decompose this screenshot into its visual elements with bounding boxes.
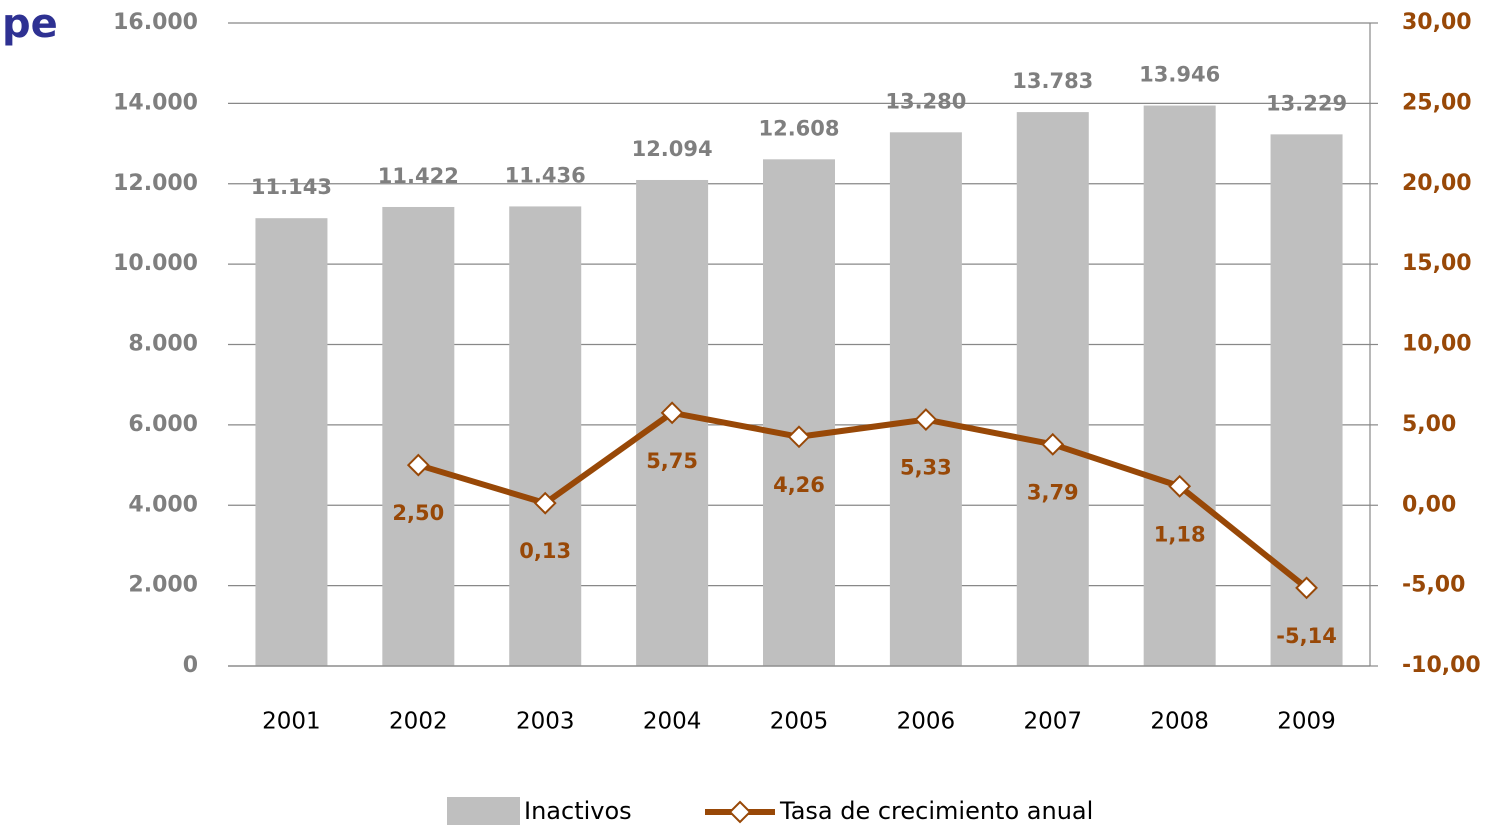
legend-marker <box>728 800 752 824</box>
chart-title: pe <box>2 1 58 47</box>
y-tick-label: 16.000 <box>113 10 198 35</box>
line-label: -5,14 <box>1276 624 1337 648</box>
legend-swatch <box>447 797 520 825</box>
bar-label: 13.280 <box>885 89 966 113</box>
line-label: 1,18 <box>1154 522 1206 546</box>
bar <box>1143 105 1216 667</box>
y2-tick-label: 20,00 <box>1402 171 1472 196</box>
line-label: 5,75 <box>646 449 698 473</box>
y-tick-label: 8.000 <box>128 332 198 357</box>
y2-tick-label: 25,00 <box>1402 90 1472 115</box>
x-tick-label: 2004 <box>643 709 702 735</box>
bar <box>889 132 962 666</box>
y2-tick-label: 10,00 <box>1402 332 1472 357</box>
bar-label: 11.143 <box>251 175 332 199</box>
line-label: 4,26 <box>773 473 825 497</box>
line-marker <box>406 453 430 477</box>
y-tick-label: 10.000 <box>113 251 198 276</box>
y-tick-label: 2.000 <box>128 573 198 598</box>
line-marker <box>1041 432 1065 456</box>
x-tick-label: 2007 <box>1024 709 1083 735</box>
bar <box>509 206 582 666</box>
y-tick-label: 0 <box>183 653 198 678</box>
bar <box>763 159 835 667</box>
x-tick-label: 2003 <box>516 709 575 735</box>
bar-label: 13.783 <box>1012 69 1093 93</box>
bar-label: 13.229 <box>1266 91 1347 115</box>
y2-tick-label: -10,00 <box>1402 653 1481 678</box>
y-tick-label: 4.000 <box>128 492 198 517</box>
line-label: 3,79 <box>1027 480 1079 504</box>
legend-label: Inactivos <box>524 797 632 825</box>
x-tick-label: 2005 <box>770 709 829 735</box>
y-tick-label: 14.000 <box>113 90 198 115</box>
x-tick-label: 2002 <box>389 709 448 735</box>
line-label: 2,50 <box>392 501 444 525</box>
y2-tick-label: 15,00 <box>1402 251 1472 276</box>
y2-tick-label: 0,00 <box>1402 492 1456 517</box>
x-tick-label: 2006 <box>897 709 956 735</box>
legend-label: Tasa de crecimiento anual <box>779 797 1093 825</box>
bar <box>1016 112 1089 666</box>
line <box>417 409 1309 591</box>
x-tick-label: 2009 <box>1277 709 1336 735</box>
y-tick-label: 6.000 <box>128 412 198 437</box>
bar <box>255 218 328 667</box>
line-marker <box>533 491 557 515</box>
y2-tick-label: 5,00 <box>1402 412 1456 437</box>
bar <box>382 206 455 666</box>
line-marker <box>1168 474 1192 498</box>
y-tick-label: 12.000 <box>113 171 198 196</box>
line-marker <box>787 425 811 449</box>
x-tick-label: 2001 <box>262 709 321 735</box>
bar-label: 12.094 <box>632 137 713 161</box>
bar-label: 13.946 <box>1139 63 1220 87</box>
line-marker <box>1295 576 1318 600</box>
y2-tick-label: 30,00 <box>1402 10 1472 35</box>
y2-tick-label: -5,00 <box>1402 573 1465 598</box>
bar-label: 11.436 <box>505 163 586 187</box>
x-tick-label: 2008 <box>1150 709 1209 735</box>
line-marker <box>914 408 938 431</box>
bar-label: 11.422 <box>378 164 459 188</box>
line-label: 5,33 <box>900 456 952 480</box>
line-marker <box>660 401 684 425</box>
line-label: 0,13 <box>519 539 571 563</box>
bar-label: 12.608 <box>758 116 839 140</box>
